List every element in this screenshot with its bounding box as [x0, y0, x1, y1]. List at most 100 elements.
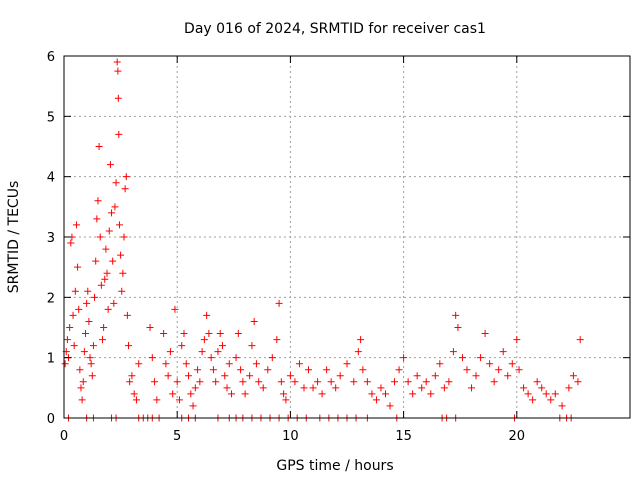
data-point: [115, 130, 123, 138]
data-point: [314, 378, 322, 386]
data-point: [248, 342, 256, 350]
data-point: [95, 143, 103, 150]
data-point: [246, 372, 254, 380]
data-point: [162, 360, 170, 368]
data-point: [264, 366, 272, 374]
data-point: [77, 384, 85, 392]
data-point: [109, 257, 117, 265]
x-tick-label: 15: [395, 429, 412, 444]
data-point: [122, 173, 130, 181]
data-point: [123, 311, 131, 319]
data-point: [83, 299, 91, 307]
data-point: [189, 402, 197, 410]
data-point: [404, 378, 412, 386]
data-point: [427, 390, 435, 398]
data-point: [395, 366, 403, 374]
data-point: [100, 324, 108, 331]
data-point: [130, 390, 138, 398]
data-point: [121, 185, 129, 193]
data-point: [372, 396, 380, 404]
y-tick-label: 1: [47, 352, 55, 367]
data-point: [96, 233, 104, 241]
data-point: [422, 378, 430, 386]
data-point: [151, 378, 159, 386]
data-point: [354, 348, 362, 356]
data-point: [309, 384, 317, 392]
data-point: [440, 384, 448, 392]
data-point: [472, 372, 480, 380]
data-point: [61, 360, 69, 368]
x-tick-label: 10: [282, 429, 299, 444]
data-point: [200, 336, 208, 344]
data-point: [194, 366, 202, 374]
data-point: [94, 197, 102, 205]
data-point: [85, 317, 93, 325]
data-point: [108, 209, 116, 217]
data-point: [259, 384, 267, 392]
data-point: [529, 396, 537, 404]
data-point: [75, 305, 83, 313]
data-point: [146, 324, 154, 331]
data-point: [391, 378, 399, 386]
data-point: [70, 342, 78, 350]
data-point: [114, 67, 122, 75]
data-point: [216, 330, 224, 338]
data-point: [104, 305, 112, 313]
data-point: [280, 390, 288, 398]
data-point: [132, 396, 140, 404]
data-points: [61, 58, 584, 422]
data-point: [164, 372, 172, 380]
data-point: [533, 378, 541, 386]
data-point: [252, 360, 260, 368]
data-point: [78, 396, 86, 404]
data-point: [237, 366, 245, 374]
data-point: [463, 366, 471, 374]
data-point: [175, 396, 183, 404]
data-point: [357, 336, 365, 344]
data-point: [125, 342, 133, 350]
y-tick-label: 4: [47, 171, 55, 186]
x-tick-label: 0: [60, 429, 68, 444]
data-point: [106, 161, 114, 169]
data-point: [490, 378, 498, 386]
data-point: [191, 384, 199, 392]
data-point: [98, 336, 106, 344]
data-point: [538, 384, 546, 392]
data-point: [565, 384, 573, 392]
data-point: [205, 330, 213, 338]
data-point: [452, 311, 460, 319]
data-point: [203, 311, 211, 319]
data-point: [515, 366, 523, 374]
y-tick-label: 2: [47, 291, 55, 306]
data-point: [105, 227, 113, 235]
data-point: [173, 378, 181, 386]
data-point: [295, 360, 303, 368]
data-point: [558, 402, 566, 410]
y-tick-label: 3: [47, 231, 55, 246]
data-point: [520, 384, 528, 392]
data-point: [336, 372, 344, 380]
data-point: [115, 221, 123, 229]
y-axis-label: SRMTID / TECUs: [6, 181, 22, 294]
data-point: [169, 390, 177, 398]
data-point: [88, 372, 96, 380]
data-point: [228, 390, 236, 398]
data-point: [87, 360, 95, 368]
data-point: [71, 287, 79, 295]
data-point: [103, 269, 111, 277]
data-point: [524, 390, 532, 398]
data-point: [63, 336, 71, 344]
data-point: [97, 281, 105, 289]
data-point: [445, 378, 453, 386]
data-point: [513, 336, 521, 344]
data-point: [102, 245, 110, 253]
x-axis-label: GPS time / hours: [276, 458, 393, 474]
data-point: [486, 360, 494, 368]
data-point: [69, 311, 77, 319]
data-point: [212, 378, 220, 386]
data-point: [286, 372, 294, 380]
data-point: [418, 384, 426, 392]
data-point: [198, 348, 206, 356]
x-tick-label: 5: [173, 429, 181, 444]
